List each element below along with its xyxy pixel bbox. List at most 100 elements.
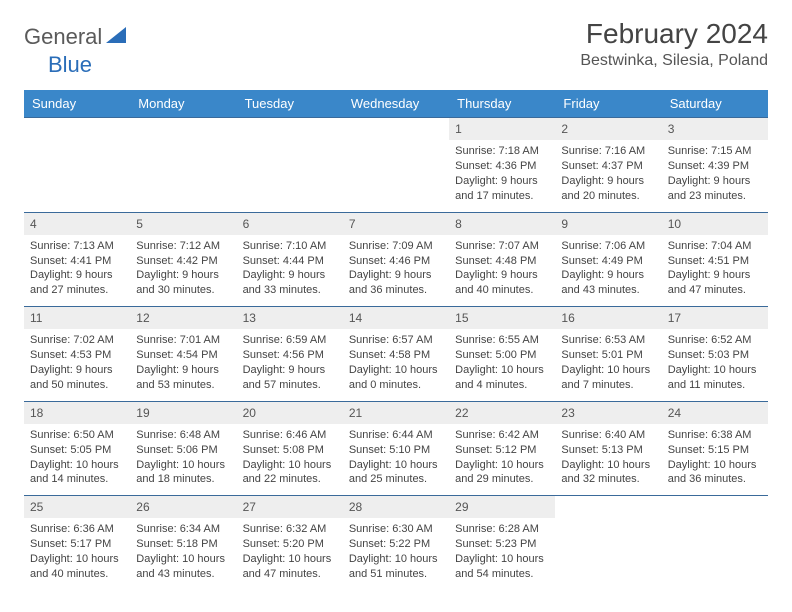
sunrise-text: Sunrise: 6:40 AM [561, 428, 655, 443]
sunset-text: Sunset: 5:13 PM [561, 443, 655, 458]
day-header-thu: Thursday [449, 90, 555, 117]
day-cell: 28Sunrise: 6:30 AMSunset: 5:22 PMDayligh… [343, 496, 449, 590]
sunset-text: Sunset: 5:03 PM [668, 348, 762, 363]
daylight-text: Daylight: 9 hours and 20 minutes. [561, 174, 655, 204]
month-title: February 2024 [580, 18, 768, 50]
day-cell [662, 496, 768, 590]
daylight-text: Daylight: 9 hours and 36 minutes. [349, 268, 443, 298]
daylight-text: Daylight: 10 hours and 22 minutes. [243, 458, 337, 488]
week-row: 18Sunrise: 6:50 AMSunset: 5:05 PMDayligh… [24, 401, 768, 496]
day-cell: 1Sunrise: 7:18 AMSunset: 4:36 PMDaylight… [449, 118, 555, 212]
daylight-text: Daylight: 10 hours and 4 minutes. [455, 363, 549, 393]
day-header-sat: Saturday [662, 90, 768, 117]
day-cell: 5Sunrise: 7:12 AMSunset: 4:42 PMDaylight… [130, 213, 236, 307]
sunset-text: Sunset: 5:10 PM [349, 443, 443, 458]
day-number: 27 [237, 496, 343, 518]
sunset-text: Sunset: 5:18 PM [136, 537, 230, 552]
day-cell: 13Sunrise: 6:59 AMSunset: 4:56 PMDayligh… [237, 307, 343, 401]
day-header-mon: Monday [130, 90, 236, 117]
sunset-text: Sunset: 5:00 PM [455, 348, 549, 363]
sunset-text: Sunset: 5:01 PM [561, 348, 655, 363]
day-cell: 26Sunrise: 6:34 AMSunset: 5:18 PMDayligh… [130, 496, 236, 590]
sunrise-text: Sunrise: 6:50 AM [30, 428, 124, 443]
day-number: 15 [449, 307, 555, 329]
day-cell: 29Sunrise: 6:28 AMSunset: 5:23 PMDayligh… [449, 496, 555, 590]
sunrise-text: Sunrise: 6:53 AM [561, 333, 655, 348]
logo-text-1: General [24, 24, 102, 50]
daylight-text: Daylight: 9 hours and 57 minutes. [243, 363, 337, 393]
day-header-sun: Sunday [24, 90, 130, 117]
day-cell [237, 118, 343, 212]
day-number: 22 [449, 402, 555, 424]
daylight-text: Daylight: 9 hours and 27 minutes. [30, 268, 124, 298]
sunset-text: Sunset: 4:44 PM [243, 254, 337, 269]
logo-triangle-icon [106, 27, 126, 48]
day-number: 26 [130, 496, 236, 518]
week-row: 25Sunrise: 6:36 AMSunset: 5:17 PMDayligh… [24, 495, 768, 590]
daylight-text: Daylight: 10 hours and 40 minutes. [30, 552, 124, 582]
location-text: Bestwinka, Silesia, Poland [580, 52, 768, 70]
calendar-body: 1Sunrise: 7:18 AMSunset: 4:36 PMDaylight… [24, 117, 768, 590]
daylight-text: Daylight: 10 hours and 51 minutes. [349, 552, 443, 582]
daylight-text: Daylight: 9 hours and 40 minutes. [455, 268, 549, 298]
day-number: 21 [343, 402, 449, 424]
sunrise-text: Sunrise: 6:52 AM [668, 333, 762, 348]
week-row: 11Sunrise: 7:02 AMSunset: 4:53 PMDayligh… [24, 306, 768, 401]
sunrise-text: Sunrise: 7:16 AM [561, 144, 655, 159]
daylight-text: Daylight: 10 hours and 32 minutes. [561, 458, 655, 488]
sunrise-text: Sunrise: 7:13 AM [30, 239, 124, 254]
sunrise-text: Sunrise: 7:09 AM [349, 239, 443, 254]
sunrise-text: Sunrise: 7:10 AM [243, 239, 337, 254]
day-cell [130, 118, 236, 212]
sunrise-text: Sunrise: 6:44 AM [349, 428, 443, 443]
daylight-text: Daylight: 10 hours and 7 minutes. [561, 363, 655, 393]
sunset-text: Sunset: 5:23 PM [455, 537, 549, 552]
sunset-text: Sunset: 4:53 PM [30, 348, 124, 363]
day-cell: 17Sunrise: 6:52 AMSunset: 5:03 PMDayligh… [662, 307, 768, 401]
day-cell: 16Sunrise: 6:53 AMSunset: 5:01 PMDayligh… [555, 307, 661, 401]
day-cell: 24Sunrise: 6:38 AMSunset: 5:15 PMDayligh… [662, 402, 768, 496]
day-cell: 11Sunrise: 7:02 AMSunset: 4:53 PMDayligh… [24, 307, 130, 401]
day-number: 9 [555, 213, 661, 235]
sunrise-text: Sunrise: 6:48 AM [136, 428, 230, 443]
day-cell [24, 118, 130, 212]
sunset-text: Sunset: 4:46 PM [349, 254, 443, 269]
day-cell: 6Sunrise: 7:10 AMSunset: 4:44 PMDaylight… [237, 213, 343, 307]
sunrise-text: Sunrise: 7:04 AM [668, 239, 762, 254]
daylight-text: Daylight: 10 hours and 14 minutes. [30, 458, 124, 488]
day-cell: 7Sunrise: 7:09 AMSunset: 4:46 PMDaylight… [343, 213, 449, 307]
daylight-text: Daylight: 10 hours and 54 minutes. [455, 552, 549, 582]
sunset-text: Sunset: 4:54 PM [136, 348, 230, 363]
day-cell: 3Sunrise: 7:15 AMSunset: 4:39 PMDaylight… [662, 118, 768, 212]
sunrise-text: Sunrise: 6:30 AM [349, 522, 443, 537]
daylight-text: Daylight: 9 hours and 23 minutes. [668, 174, 762, 204]
day-number: 23 [555, 402, 661, 424]
day-number: 13 [237, 307, 343, 329]
day-number: 29 [449, 496, 555, 518]
daylight-text: Daylight: 9 hours and 53 minutes. [136, 363, 230, 393]
daylight-text: Daylight: 9 hours and 43 minutes. [561, 268, 655, 298]
day-cell: 8Sunrise: 7:07 AMSunset: 4:48 PMDaylight… [449, 213, 555, 307]
day-cell: 23 Sunrise: 6:40 AMSunset: 5:13 PMDayligh… [555, 402, 661, 496]
sunrise-text: Sunrise: 6:32 AM [243, 522, 337, 537]
week-row: 1Sunrise: 7:18 AMSunset: 4:36 PMDaylight… [24, 117, 768, 212]
day-cell: 19Sunrise: 6:48 AMSunset: 5:06 PMDayligh… [130, 402, 236, 496]
sunset-text: Sunset: 4:36 PM [455, 159, 549, 174]
daylight-text: Daylight: 10 hours and 25 minutes. [349, 458, 443, 488]
daylight-text: Daylight: 10 hours and 0 minutes. [349, 363, 443, 393]
sunset-text: Sunset: 5:15 PM [668, 443, 762, 458]
daylight-text: Daylight: 9 hours and 50 minutes. [30, 363, 124, 393]
day-number: 4 [24, 213, 130, 235]
week-row: 4Sunrise: 7:13 AMSunset: 4:41 PMDaylight… [24, 212, 768, 307]
sunrise-text: Sunrise: 7:07 AM [455, 239, 549, 254]
sunrise-text: Sunrise: 7:01 AM [136, 333, 230, 348]
daylight-text: Daylight: 10 hours and 47 minutes. [243, 552, 337, 582]
daylight-text: Daylight: 10 hours and 11 minutes. [668, 363, 762, 393]
day-cell: 10Sunrise: 7:04 AMSunset: 4:51 PMDayligh… [662, 213, 768, 307]
calendar-header-row: Sunday Monday Tuesday Wednesday Thursday… [24, 90, 768, 117]
sunrise-text: Sunrise: 6:59 AM [243, 333, 337, 348]
day-cell: 9Sunrise: 7:06 AMSunset: 4:49 PMDaylight… [555, 213, 661, 307]
sunset-text: Sunset: 5:12 PM [455, 443, 549, 458]
day-cell: 4Sunrise: 7:13 AMSunset: 4:41 PMDaylight… [24, 213, 130, 307]
day-number: 25 [24, 496, 130, 518]
